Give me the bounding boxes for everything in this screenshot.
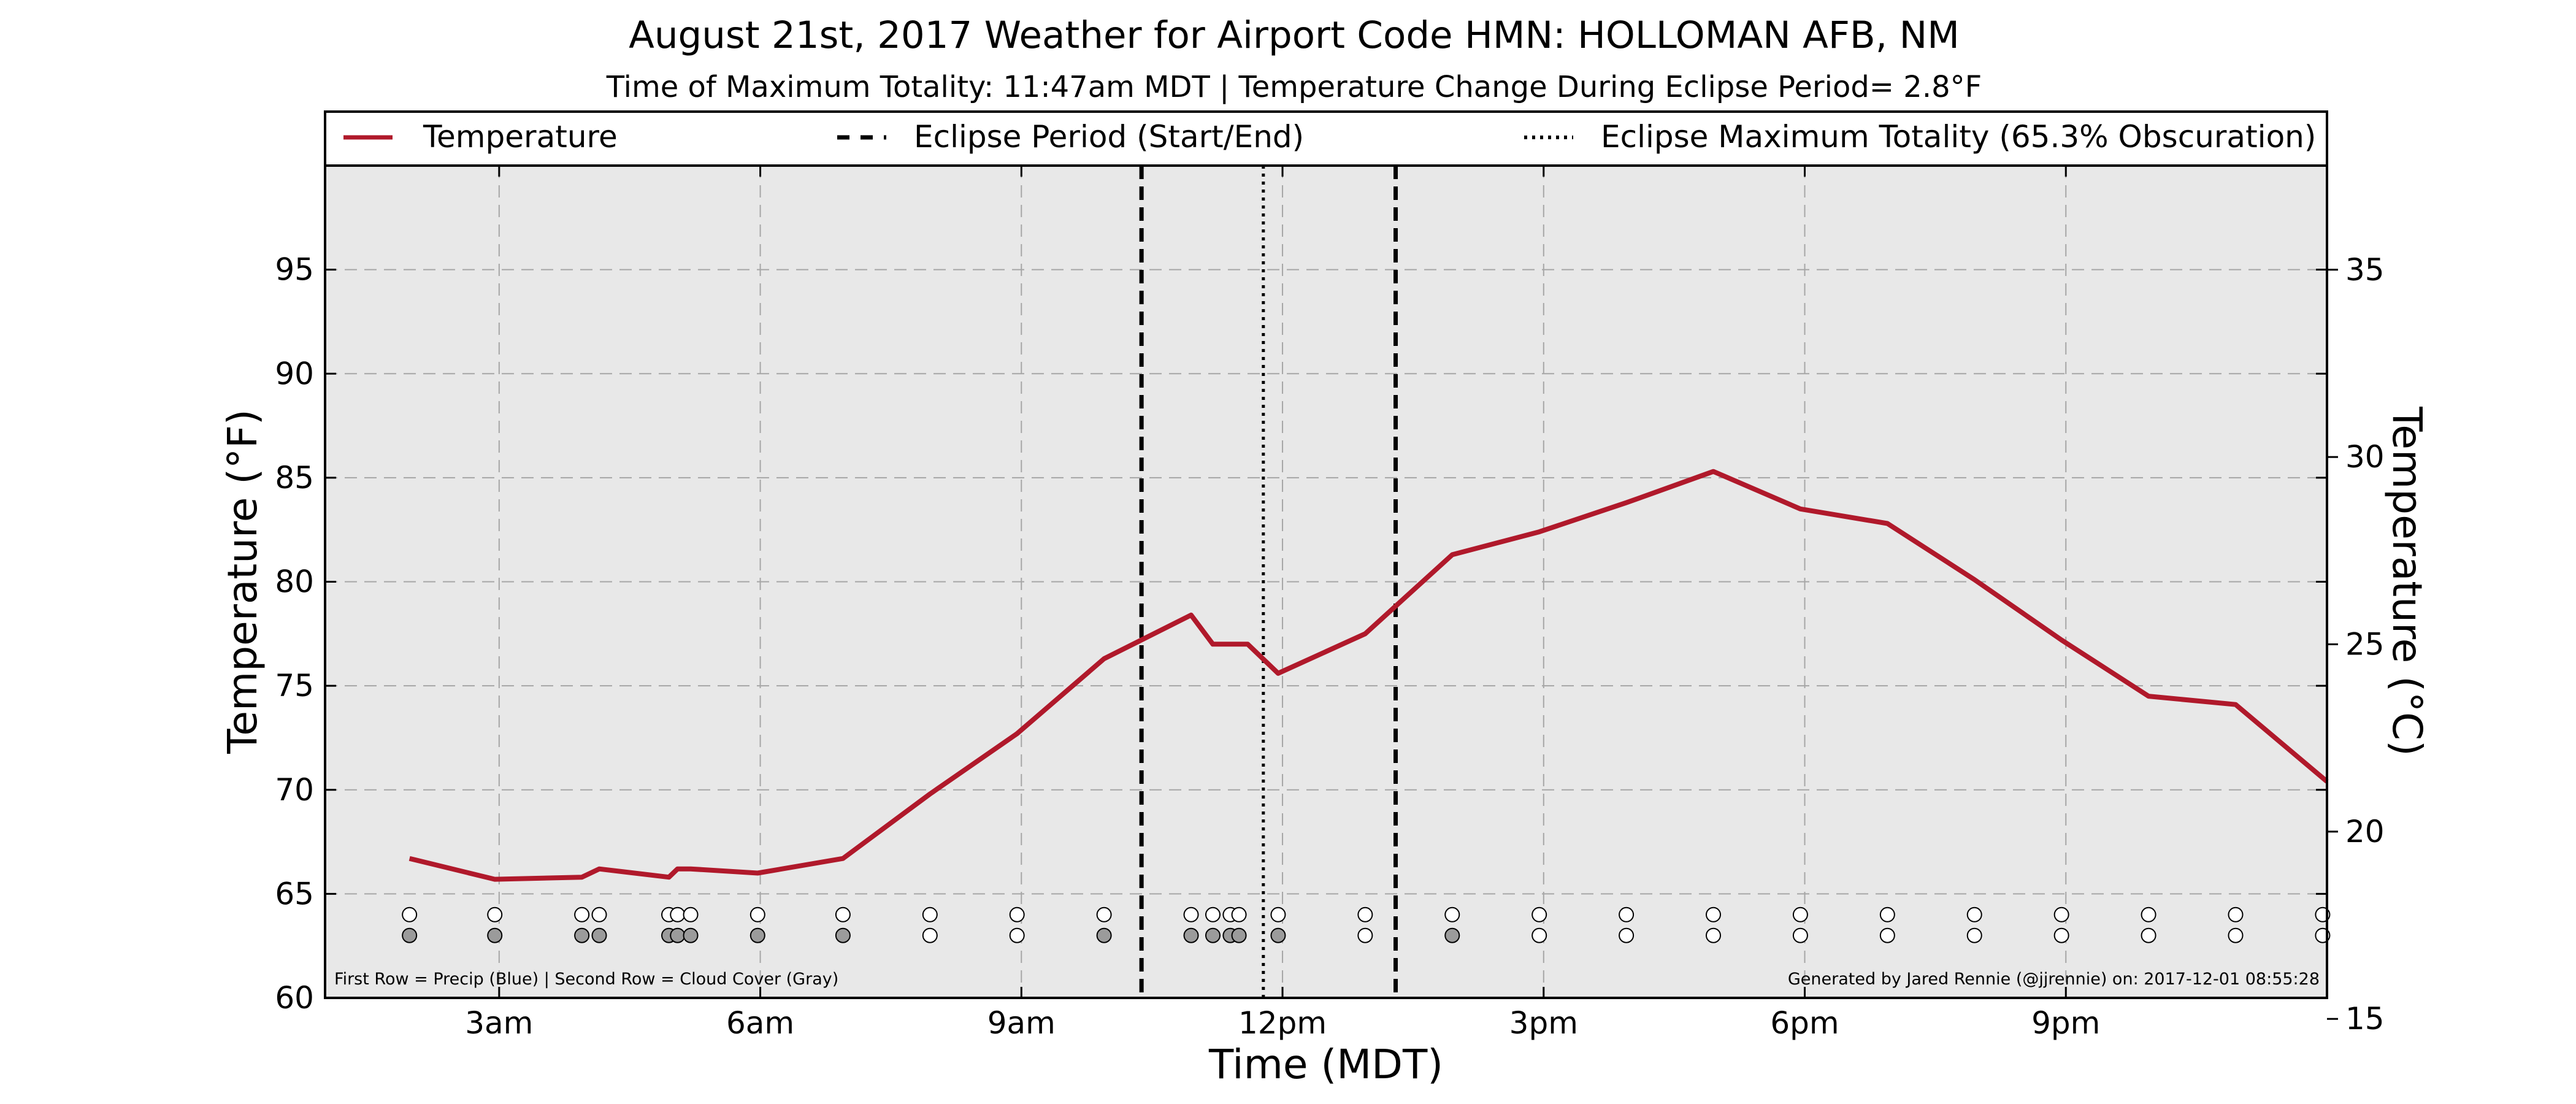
cloud-marker (1270, 927, 1286, 943)
legend-label-temperature: Temperature (423, 119, 618, 155)
cloud-marker (1205, 927, 1221, 943)
precip-marker (2228, 907, 2244, 922)
legend: Temperature Eclipse Period (Start/End) E… (324, 110, 2328, 167)
cloud-marker (574, 927, 590, 943)
chart-subtitle: Time of Maximum Totality: 11:47am MDT | … (606, 70, 1982, 104)
eclipse-lines (1139, 166, 1398, 998)
y-tick-label: 75 (275, 668, 314, 703)
precip-marker (835, 907, 851, 922)
footnote-left: First Row = Precip (Blue) | Second Row =… (334, 970, 838, 989)
precip-marker (1205, 907, 1221, 922)
precip-marker (1966, 907, 1982, 922)
cloud-marker (1706, 927, 1722, 943)
precip-marker (1183, 907, 1199, 922)
cloud-marker (591, 927, 607, 943)
precip-marker (2141, 907, 2156, 922)
y-tick-label: 65 (275, 876, 314, 911)
precip-marker (683, 907, 699, 922)
cloud-marker (1183, 927, 1199, 943)
cloud-marker (922, 927, 938, 943)
y-tick-label: 85 (275, 460, 314, 496)
x-tick-label: 6am (726, 1005, 794, 1041)
cloud-marker (835, 927, 851, 943)
y2-tick-label: 20 (2345, 814, 2385, 849)
x-tick-label: 9am (987, 1005, 1056, 1041)
y2-axis-label: Temperature (°C) (2383, 406, 2431, 756)
cloud-marker (2141, 927, 2156, 943)
y2-tick-label: 35 (2345, 252, 2385, 288)
legend-box (324, 110, 2328, 167)
y-axis-label: Temperature (°F) (219, 409, 266, 754)
cloud-marker (670, 927, 686, 943)
y-tick-label: 70 (275, 772, 314, 808)
y2-tick-label: 30 (2345, 439, 2385, 475)
y-tick-label: 80 (275, 564, 314, 600)
cloud-marker (487, 927, 503, 943)
temperature-series (408, 469, 2329, 882)
cloud-marker (1357, 927, 1373, 943)
cloud-marker (1619, 927, 1635, 943)
footnote-right: Generated by Jared Rennie (@jjrennie) on… (1788, 970, 2320, 989)
y-tick-label: 95 (275, 252, 314, 288)
precip-marker (1619, 907, 1635, 922)
marker-rows (402, 907, 2331, 943)
precip-marker (487, 907, 503, 922)
x-tick-label: 3pm (1509, 1005, 1578, 1041)
precip-marker (1231, 907, 1247, 922)
precip-marker (1706, 907, 1722, 922)
cloud-marker (2228, 927, 2244, 943)
precip-marker (1531, 907, 1547, 922)
grid (325, 166, 2327, 998)
temperature-line (408, 469, 2329, 882)
cloud-marker (1792, 927, 1808, 943)
x-tick-label: 3am (465, 1005, 533, 1041)
x-axis-label: Time (MDT) (1208, 1041, 1443, 1088)
precip-marker (1270, 907, 1286, 922)
x-tick-label: 9pm (2031, 1005, 2100, 1041)
x-tick-label: 6pm (1770, 1005, 1839, 1041)
cloud-marker (1966, 927, 1982, 943)
cloud-marker (402, 927, 418, 943)
precip-marker (670, 907, 686, 922)
precip-marker (1357, 907, 1373, 922)
precip-marker (1444, 907, 1460, 922)
precip-marker (591, 907, 607, 922)
precip-marker (1009, 907, 1025, 922)
cloud-marker (2053, 927, 2069, 943)
y-tick-label: 60 (275, 980, 314, 1016)
precip-marker (1879, 907, 1895, 922)
cloud-marker (1531, 927, 1547, 943)
precip-marker (749, 907, 765, 922)
legend-label-eclipse-period: Eclipse Period (Start/End) (914, 119, 1304, 155)
precip-marker (1096, 907, 1112, 922)
cloud-marker (1096, 927, 1112, 943)
y-tick-label: 90 (275, 356, 314, 391)
cloud-marker (1444, 927, 1460, 943)
cloud-marker (1879, 927, 1895, 943)
precip-marker (2053, 907, 2069, 922)
precip-marker (1792, 907, 1808, 922)
chart-title: August 21st, 2017 Weather for Airport Co… (629, 13, 1960, 57)
precip-marker (922, 907, 938, 922)
cloud-marker (1009, 927, 1025, 943)
y2-tick-label: 15 (2345, 1001, 2385, 1037)
x-tick-label: 12pm (1238, 1005, 1327, 1041)
legend-label-eclipse-max: Eclipse Maximum Totality (65.3% Obscurat… (1601, 119, 2316, 155)
axis-ticks: 60 65 70 75 80 85 90 95 3am 6am 9am 12pm 3pm 6pm 9pm 15… (275, 166, 2385, 1041)
cloud-marker (1231, 927, 1247, 943)
cloud-marker (749, 927, 765, 943)
precip-marker (402, 907, 418, 922)
precip-marker (574, 907, 590, 922)
cloud-marker (683, 927, 699, 943)
y2-tick-label: 25 (2345, 626, 2385, 662)
